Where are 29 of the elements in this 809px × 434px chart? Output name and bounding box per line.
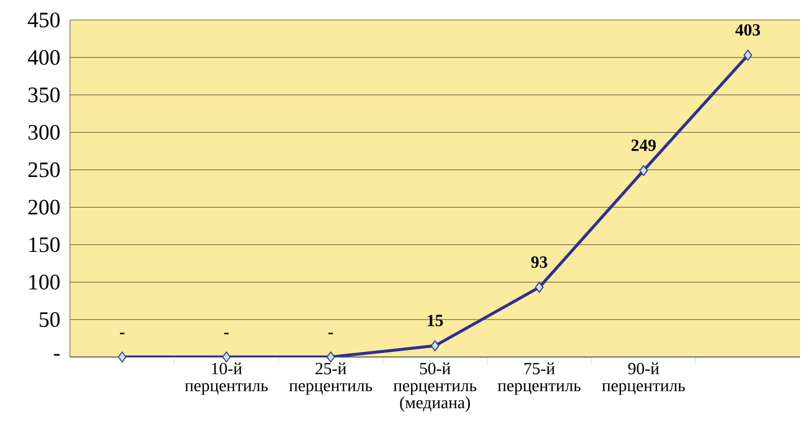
- data-label: -: [328, 332, 333, 334]
- data-label: -: [224, 332, 229, 334]
- x-tick-label: 10-й перцентиль: [184, 362, 268, 395]
- point: [118, 352, 126, 362]
- point: [222, 352, 231, 362]
- point: [639, 165, 648, 176]
- x-tick-label: 50-й перцентиль (медиана): [393, 362, 476, 412]
- y-tick-label: 100: [29, 274, 60, 290]
- y-tick-label: 350: [28, 87, 60, 102]
- x-tick-label: 25-й перцентиль: [289, 362, 372, 395]
- data-label: -: [120, 332, 124, 334]
- data-label: 93: [531, 256, 548, 268]
- point: [430, 340, 440, 352]
- y-tick-label: 250: [28, 162, 60, 178]
- point: [535, 282, 544, 293]
- y-tick-label: -: [54, 354, 60, 356]
- y-tick-label: 50: [40, 312, 60, 327]
- x-tick-label: 90-й перцентиль: [602, 362, 685, 395]
- y-tick-label: 200: [28, 200, 60, 215]
- data-label: 15: [428, 314, 443, 326]
- y-tick-label: 300: [28, 124, 60, 140]
- y-tick-label: 450: [28, 12, 60, 28]
- x-tick-label: 75-й перцентиль: [498, 362, 581, 395]
- data-label: 249: [632, 140, 656, 151]
- point: [744, 50, 752, 61]
- y-tick-label: 150: [29, 237, 60, 252]
- point: [326, 352, 335, 362]
- y-tick-label: 400: [28, 50, 60, 65]
- data-label: 403: [735, 24, 760, 36]
